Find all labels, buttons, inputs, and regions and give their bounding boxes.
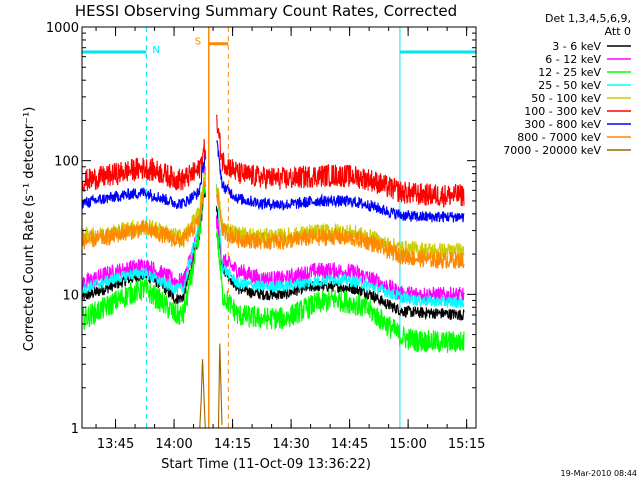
series-line-7-part1	[82, 156, 207, 210]
series-line-3-part1	[82, 176, 207, 330]
y-tick-label: 100	[54, 155, 79, 170]
x-tick-label: 13:45	[97, 437, 134, 452]
chart-title: HESSI Observing Summary Count Rates, Cor…	[75, 2, 457, 20]
axes: 13:45 14:00 14:15 14:30 14:45 15:00 15:15 1 10 10…	[46, 21, 485, 452]
series-line-7-part2	[216, 140, 465, 223]
series-line-1-part1	[82, 187, 207, 305]
legend-label: 3 - 6 keV	[552, 40, 601, 53]
series-line-8-part1	[82, 180, 207, 250]
series-line-4-part1	[82, 170, 207, 295]
legend-label: 800 - 7000 keV	[517, 131, 601, 144]
y-tick-label: 10	[62, 288, 79, 303]
plot-area: NS	[82, 27, 476, 428]
series-line-2-part2	[215, 215, 465, 306]
legend-header-line: Att 0	[605, 25, 631, 38]
legend-label: 100 - 300 keV	[524, 105, 601, 118]
y-tick-label: 1000	[46, 21, 79, 36]
series-line-6-part2	[215, 114, 465, 208]
x-tick-label: 14:45	[331, 437, 368, 452]
series-line-3-part2	[215, 230, 465, 354]
legend-label: 25 - 50 keV	[538, 79, 601, 92]
series-line-9	[199, 343, 223, 428]
series-line-6-part1	[82, 138, 207, 193]
y-axis-title: Corrected Count Rate (s⁻¹ detector⁻¹)	[22, 107, 37, 352]
x-tick-label: 14:30	[272, 437, 309, 452]
legend-label: 50 - 100 keV	[531, 92, 601, 105]
x-tick-label: 15:15	[448, 437, 485, 452]
series-line-1-part2	[215, 206, 465, 321]
legend-label: 7000 - 20000 keV	[503, 144, 601, 157]
legend-header-line: Det 1,3,4,5,6,9,	[545, 12, 631, 25]
x-tick-label: 15:00	[389, 437, 426, 452]
x-tick-label: 14:00	[155, 437, 192, 452]
x-tick-label: 14:15	[214, 437, 251, 452]
period-label-1: N	[152, 45, 159, 56]
legend-label: 300 - 800 keV	[524, 118, 601, 131]
y-tick-label: 1	[71, 422, 79, 437]
series-line-8-part2	[215, 188, 465, 269]
legend-label: 12 - 25 keV	[538, 66, 601, 79]
footer-timestamp: 19-Mar-2010 08:44	[561, 469, 638, 478]
plot-frame	[81, 26, 477, 429]
series-line-4-part2	[215, 184, 465, 309]
x-axis-title: Start Time (11-Oct-09 13:36:22)	[161, 457, 371, 472]
period-label-2: S	[195, 37, 201, 48]
legend-label: 6 - 12 keV	[545, 53, 601, 66]
